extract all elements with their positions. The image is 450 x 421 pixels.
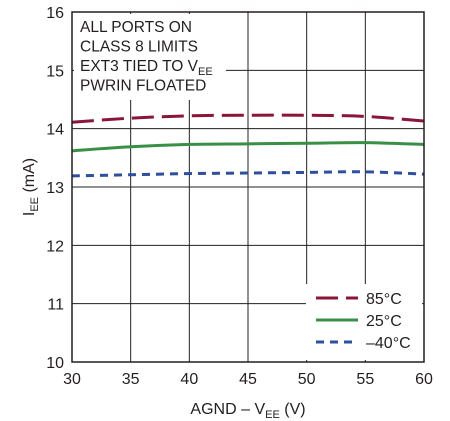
y-tick-label-2: 12 bbox=[46, 238, 64, 255]
legend-label-2: –40°C bbox=[366, 335, 411, 352]
y-axis-label-tail: (mA) bbox=[21, 158, 38, 197]
annotation-line-3: PWRIN FLOATED bbox=[80, 78, 206, 95]
annotation-line-1: CLASS 8 LIMITS bbox=[80, 39, 198, 56]
tick-labels: 30 35 40 45 50 55 60 10 11 12 13 14 15 16 bbox=[46, 5, 433, 388]
annotation-line-2: EXT3 TIED TO VEE bbox=[80, 58, 213, 78]
series-layer bbox=[71, 113, 425, 178]
y-tick-label-0: 10 bbox=[46, 355, 64, 372]
x-tick-label-6: 60 bbox=[415, 371, 433, 388]
x-tick-label-0: 30 bbox=[63, 371, 81, 388]
x-tick-label-3: 45 bbox=[239, 371, 257, 388]
annotation-background bbox=[74, 14, 226, 100]
x-axis-label: AGND – VEE (V) bbox=[190, 401, 305, 421]
x-tick-label-1: 35 bbox=[122, 371, 140, 388]
x-axis-label-tail: (V) bbox=[280, 401, 306, 418]
legend-label-0: 85°C bbox=[366, 291, 402, 308]
x-tick-label-2: 40 bbox=[180, 371, 198, 388]
series-line-1 bbox=[71, 141, 425, 153]
y-tick-label-4: 14 bbox=[46, 122, 64, 139]
x-axis-label-sub: EE bbox=[265, 409, 280, 421]
series-line-2 bbox=[71, 170, 425, 178]
x-tick-label-5: 55 bbox=[356, 371, 374, 388]
x-axis-label-main: AGND – V bbox=[190, 401, 265, 418]
y-axis-label-main: I bbox=[21, 212, 38, 216]
y-tick-label-3: 13 bbox=[46, 180, 64, 197]
y-tick-label-5: 15 bbox=[46, 63, 64, 80]
legend-label-1: 25°C bbox=[366, 313, 402, 330]
annotation-line-0: ALL PORTS ON bbox=[80, 19, 192, 36]
plot-frame bbox=[71, 11, 425, 363]
y-tick-label-1: 11 bbox=[47, 297, 64, 314]
y-axis-label: IEE (mA) bbox=[21, 158, 41, 216]
y-axis-label-sub: EE bbox=[29, 197, 41, 212]
x-tick-label-4: 50 bbox=[298, 371, 316, 388]
annotation-block: ALL PORTS ON CLASS 8 LIMITS EXT3 TIED TO V… bbox=[80, 19, 213, 95]
legend: 85°C 25°C –40°C bbox=[316, 291, 411, 352]
y-tick-label-6: 16 bbox=[46, 5, 64, 22]
